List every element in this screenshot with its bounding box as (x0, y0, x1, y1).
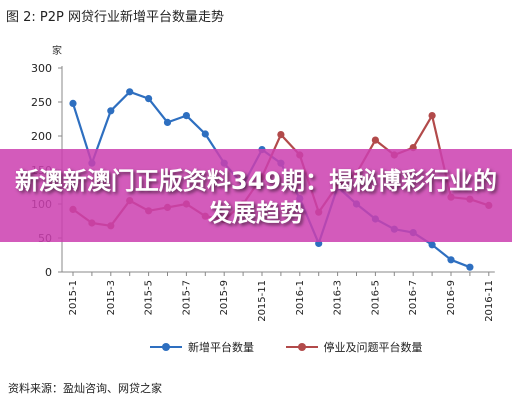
data-point-0 (69, 99, 77, 107)
legend-item-new-platforms: 新增平台数量 (150, 339, 254, 355)
data-point-0 (428, 241, 436, 249)
data-point-1 (277, 131, 285, 139)
x-tick-label: 2015-9 (219, 280, 230, 315)
chart-title: 图 2: P2P 网贷行业新增平台数量走势 (6, 10, 224, 25)
x-tick-label: 2015-3 (106, 280, 117, 315)
overlay-headline: 新澳新澳门正版资料349期：揭秘博彩行业的发展趋势 (14, 167, 498, 227)
y-tick-label: 200 (31, 130, 52, 143)
data-point-0 (126, 88, 134, 96)
data-point-1 (428, 112, 436, 120)
x-tick-label: 2016-5 (370, 280, 381, 315)
legend: 新增平台数量 停业及问题平台数量 (150, 338, 451, 355)
legend-swatch-red (285, 343, 318, 351)
data-point-1 (371, 136, 379, 144)
x-tick-label: 2016-7 (408, 280, 419, 315)
data-point-0 (163, 118, 172, 126)
x-tick-label: 2016-11 (484, 280, 495, 322)
x-tick-label: 2015-11 (257, 280, 268, 322)
data-point-0 (466, 263, 474, 271)
y-axis-unit: 家 (52, 46, 62, 57)
data-point-0 (447, 256, 455, 264)
data-point-0 (107, 107, 115, 115)
legend-swatch-blue (150, 343, 182, 351)
x-tick-label: 2016-1 (295, 280, 306, 315)
legend-label-problem-platforms: 停业及问题平台数量 (323, 341, 423, 354)
overlay-banner (0, 149, 512, 242)
data-point-0 (145, 95, 153, 103)
x-tick-label: 2016-3 (333, 280, 344, 315)
source-note: 资料来源：盈灿咨询、网贷之家 (8, 382, 162, 395)
data-point-0 (201, 130, 209, 138)
y-tick-label: 0 (45, 266, 52, 279)
legend-label-new-platforms: 新增平台数量 (188, 341, 254, 354)
data-point-0 (182, 112, 190, 120)
x-tick-label: 2015-7 (181, 280, 192, 315)
y-tick-label: 300 (31, 62, 52, 75)
y-tick-label: 250 (31, 96, 52, 109)
x-tick-label: 2016-9 (446, 280, 457, 315)
legend-item-problem-platforms: 停业及问题平台数量 (285, 339, 423, 355)
x-tick-label: 2015-5 (144, 280, 155, 315)
x-tick-label: 2015-1 (68, 280, 79, 315)
